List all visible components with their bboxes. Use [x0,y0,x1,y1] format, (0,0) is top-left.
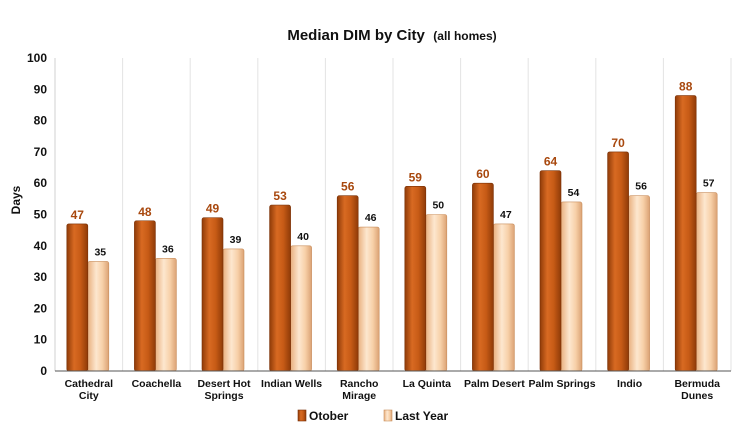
bar-october [269,204,291,372]
data-labels: 47 35 48 36 49 39 53 40 56 46 59 50 60 47 64 54 70 56 88 57 [71,80,715,259]
bar-last-year [155,258,177,372]
legend-label: Otober [309,409,349,423]
y-tick-label: 70 [34,145,48,159]
y-tick-label: 20 [34,301,48,315]
data-label-last-year: 56 [635,181,647,193]
y-tick-label: 30 [34,270,48,284]
x-tick-label-line: Palm Desert [464,378,525,390]
y-tick-label: 60 [34,176,48,190]
bar-last-year [628,195,650,372]
bar-october [607,151,629,372]
x-tick-label: Coachella [132,378,182,390]
x-tick-label-line: Indian Wells [261,378,322,390]
chart-subtitle: (all homes) [433,29,496,43]
data-label-october: 70 [611,136,625,150]
y-tick-label: 40 [34,239,48,253]
x-tick-label: Desert Hot Springs [197,378,251,402]
bar-october [66,223,89,372]
x-tick-label-line: Coachella [132,378,182,390]
x-tick-label-line: City [79,390,99,402]
x-tick-label: Palm Springs [528,378,595,390]
data-label-october: 59 [409,170,423,184]
x-tick-label-line: Rancho [340,378,379,390]
y-tick-label: 80 [34,114,48,128]
y-tick-label: 50 [34,208,48,222]
x-tick-label: Cathedral City [65,378,114,402]
bar-last-year [357,226,380,372]
data-label-october: 60 [476,167,490,181]
bar-october [472,182,494,372]
y-tick-label: 90 [34,82,48,96]
y-tick-label: 0 [40,364,47,378]
bar-last-year [560,201,583,372]
bar-october [404,186,427,372]
data-label-last-year: 54 [568,187,580,199]
bar-last-year [425,214,448,372]
bar-last-year [87,261,110,372]
data-label-last-year: 46 [365,212,377,224]
data-label-october: 48 [138,205,152,219]
x-tick-label-line: Indio [617,378,642,390]
x-tick-label: Indio [617,378,642,390]
y-axis-ticks: 0 10 20 30 40 50 60 70 80 90 100 [27,51,47,378]
x-tick-label: Bermuda Dunes [674,378,720,402]
data-label-october: 88 [679,80,693,94]
chart-title: Median DIM by City (all homes) [287,27,496,44]
bar-october [674,95,697,372]
data-label-last-year: 57 [703,178,715,190]
data-label-last-year: 40 [297,231,309,243]
bar-october [201,217,224,372]
data-label-last-year: 36 [162,243,174,255]
x-tick-label-line: Mirage [342,390,376,402]
y-tick-label: 100 [27,51,47,65]
data-label-last-year: 47 [500,209,512,221]
bar-last-year [695,192,718,372]
legend-swatch [297,409,307,422]
bar-last-year [290,245,312,372]
legend: Otober Last Year [297,409,448,423]
data-label-last-year: 35 [94,246,106,258]
y-axis-label: Days [9,185,23,214]
x-tick-label: Palm Desert [464,378,525,390]
legend-label: Last Year [395,409,448,423]
x-tick-label-line: Bermuda [674,378,720,390]
legend-swatch [383,409,393,422]
x-tick-label-line: La Quinta [403,378,452,390]
x-tick-label: Indian Wells [261,378,322,390]
chart-title-main: Median DIM by City [287,27,425,44]
gridlines [54,58,732,371]
x-tick-label-line: Springs [204,390,243,402]
bar-october [336,195,359,372]
x-tick-label-line: Dunes [681,390,713,402]
data-label-october: 49 [206,202,220,216]
bar-october [539,170,562,372]
data-label-october: 53 [273,189,287,203]
bar-last-year [493,223,515,372]
x-tick-label-line: Palm Springs [528,378,595,390]
x-tick-label-line: Cathedral [65,378,114,390]
data-label-last-year: 50 [432,200,444,212]
data-label-october: 47 [71,208,85,222]
x-tick-label: Rancho Mirage [340,378,379,402]
bar-last-year [222,248,245,372]
bar-october [134,220,156,372]
x-tick-label-line: Desert Hot [197,378,251,390]
data-label-october: 56 [341,180,355,194]
data-label-october: 64 [544,155,558,169]
x-axis-ticks: Cathedral City Coachella Desert Hot Springs I… [65,378,721,402]
y-tick-label: 10 [34,333,48,347]
data-label-last-year: 39 [230,234,242,246]
x-tick-label: La Quinta [403,378,452,390]
